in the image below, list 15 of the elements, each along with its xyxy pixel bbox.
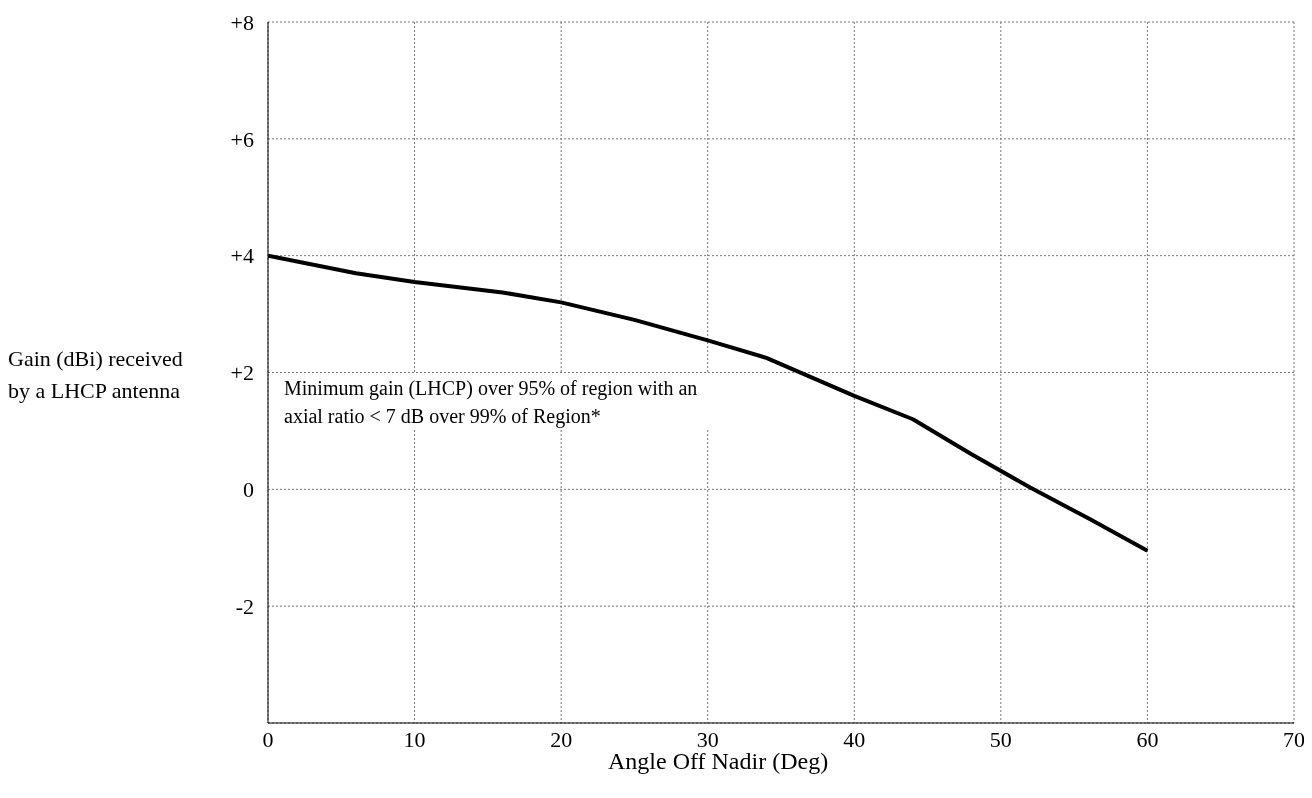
annotation: Minimum gain (LHCP) over 95% of region with an axial ratio < 7 dB over 99% of Region* (284, 374, 724, 430)
x-tick-label: 40 (843, 726, 866, 752)
x-tick-label: 60 (1136, 726, 1159, 752)
x-tick-label: 10 (403, 726, 426, 752)
y-tick-label: 0 (243, 477, 254, 503)
y-tick-label: +8 (230, 9, 254, 35)
x-tick-label: 20 (550, 726, 573, 752)
x-tick-label: 0 (262, 726, 274, 752)
x-tick-label: 50 (989, 726, 1012, 752)
y-tick-label: +6 (230, 126, 254, 152)
y-tick-label: +2 (230, 360, 254, 386)
y-tick-label: +4 (230, 243, 254, 269)
y-tick-label: -2 (235, 593, 254, 619)
y-axis-title: Gain (dBi) received by a LHCP antenna (8, 345, 184, 405)
x-tick-label: 70 (1283, 726, 1305, 752)
